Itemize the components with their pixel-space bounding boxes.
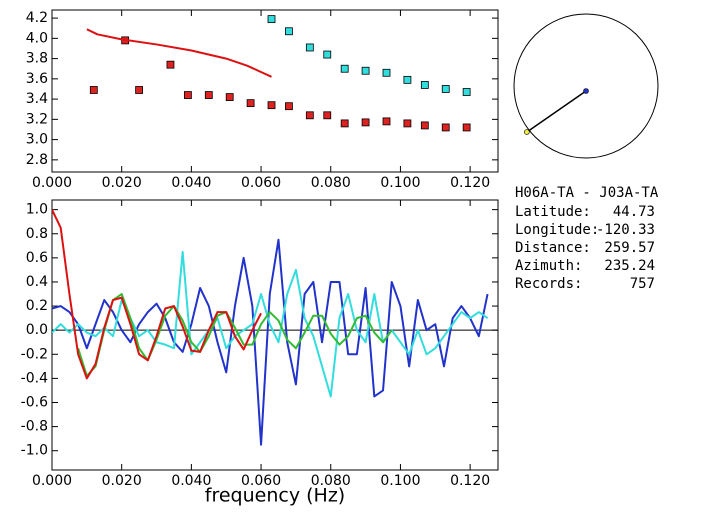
x-tick-label: 0.000 [32, 473, 72, 489]
marker [225, 93, 234, 101]
x-tick-label: 0.040 [171, 175, 211, 191]
marker [135, 86, 144, 94]
marker [285, 102, 293, 111]
plot-frame [51, 9, 499, 173]
station-pair: H06A-TA - J03A-TA [515, 185, 659, 201]
marker [305, 43, 314, 52]
marker [441, 123, 450, 132]
y-tick-label: 3.2 [26, 111, 48, 127]
x-tick-label: 0.020 [102, 175, 142, 191]
marker [462, 123, 471, 132]
marker [403, 119, 412, 128]
marker [183, 91, 192, 99]
x-axis-label: frequency (Hz) [205, 485, 345, 507]
y-tick-label: 1.0 [26, 202, 48, 218]
field-label: Distance: [515, 240, 591, 256]
station-a [583, 88, 589, 94]
azimuth-line [526, 90, 587, 133]
y-tick-label: 0.6 [26, 250, 48, 266]
marker [441, 85, 450, 93]
y-tick-label: -0.4 [21, 370, 48, 386]
plot-frame [51, 199, 499, 471]
marker [420, 81, 429, 89]
field-value: 757 [630, 276, 655, 292]
y-tick-label: 4.0 [26, 30, 48, 46]
marker [305, 111, 314, 120]
marker [340, 64, 349, 73]
data-line [77, 293, 393, 377]
data-line [52, 238, 489, 446]
y-tick-label: 4.2 [26, 10, 48, 26]
x-tick-label: 0.040 [171, 473, 211, 489]
marker [340, 119, 349, 128]
x-tick-label: 0.080 [311, 175, 351, 191]
data-line [52, 209, 262, 380]
marker [285, 27, 293, 36]
field-value: 235.24 [604, 258, 655, 274]
marker [166, 60, 175, 69]
x-tick-label: 0.100 [380, 473, 420, 489]
y-tick-label: 0.2 [26, 298, 48, 314]
marker [382, 117, 391, 126]
x-tick-label: 0.060 [241, 473, 281, 489]
y-tick-label: -1.0 [21, 443, 48, 459]
marker [267, 15, 276, 24]
x-tick-label: 0.080 [311, 473, 351, 489]
field-value: -120.33 [596, 222, 655, 238]
field-label: Azimuth: [515, 258, 582, 274]
marker [204, 91, 213, 99]
marker [382, 68, 391, 77]
data-line [86, 28, 272, 78]
y-tick-label: -0.6 [21, 395, 48, 411]
marker [323, 50, 332, 59]
y-tick-label: 3.6 [26, 71, 48, 87]
x-tick-label: 0.060 [241, 175, 281, 191]
y-tick-label: 0.0 [26, 322, 48, 338]
data-line [52, 250, 489, 398]
x-tick-label: 0.120 [450, 175, 490, 191]
y-tick-label: 3.8 [26, 51, 48, 67]
marker [323, 111, 332, 120]
marker [403, 75, 412, 84]
azimuth-circle [513, 13, 659, 159]
y-tick-label: -0.8 [21, 419, 48, 435]
marker [246, 99, 255, 108]
x-tick-label: 0.000 [32, 175, 72, 191]
y-tick-label: 3.0 [26, 132, 48, 148]
y-tick-label: 3.4 [26, 91, 48, 107]
marker [420, 121, 429, 130]
y-tick-label: 0.8 [26, 226, 48, 242]
y-tick-label: -0.2 [21, 346, 48, 362]
field-label: Longitude: [515, 222, 599, 238]
x-tick-label: 0.020 [102, 473, 142, 489]
marker [89, 86, 98, 94]
y-tick-label: 0.4 [26, 274, 48, 290]
x-tick-label: 0.120 [450, 473, 490, 489]
plot-area [52, 209, 489, 446]
marker [361, 66, 370, 75]
plot-area [86, 15, 471, 132]
field-label: Latitude: [515, 204, 591, 220]
field-label: Records: [515, 276, 582, 292]
field-value: 44.73 [613, 204, 655, 220]
station-b [524, 129, 530, 135]
marker [462, 88, 471, 96]
marker [361, 118, 370, 127]
x-tick-label: 0.100 [380, 175, 420, 191]
y-tick-label: 2.8 [26, 152, 48, 168]
marker [267, 101, 276, 110]
field-value: 259.57 [604, 240, 655, 256]
